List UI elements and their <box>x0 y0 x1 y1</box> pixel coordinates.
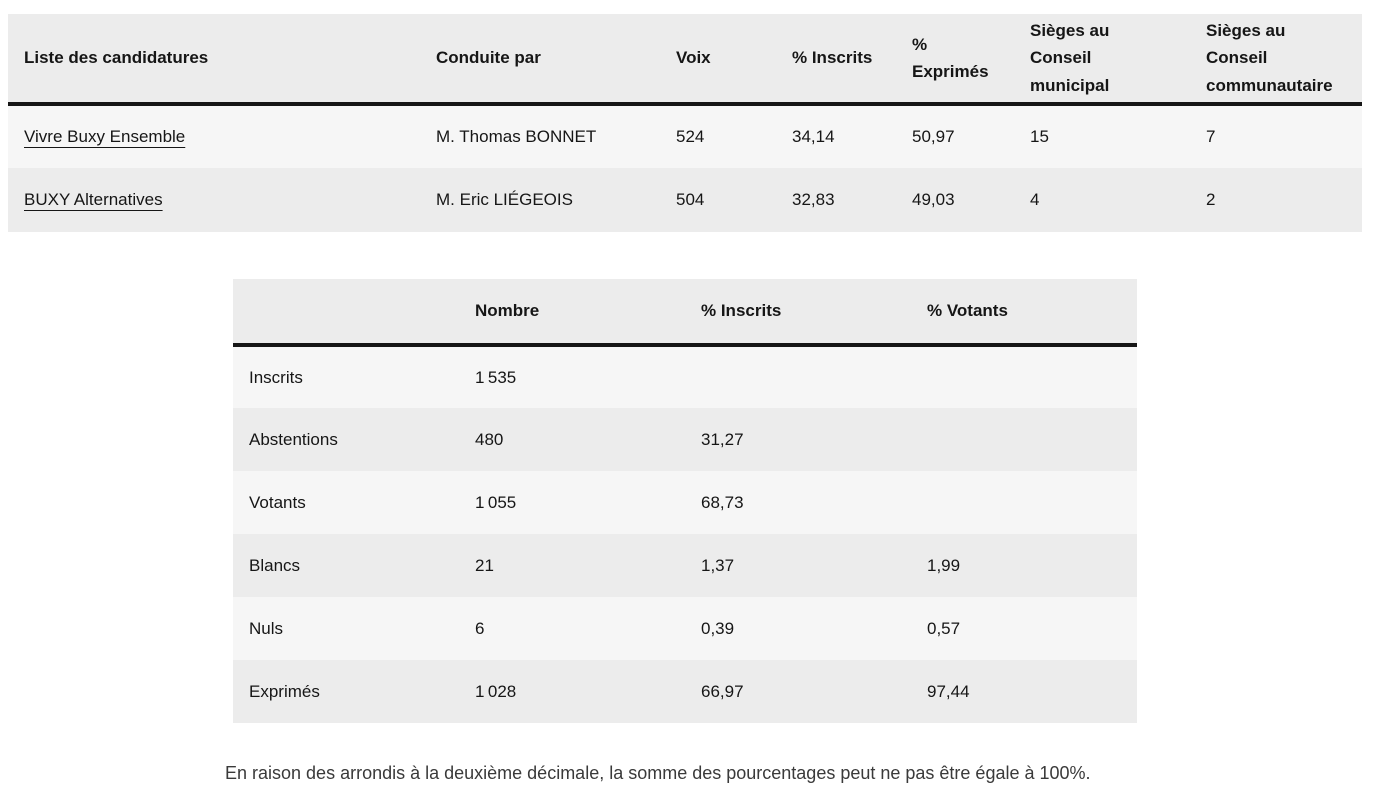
cell-label: Exprimés <box>249 681 320 701</box>
cell-nombre: 1 055 <box>475 492 517 512</box>
cell-label: Abstentions <box>249 429 338 449</box>
column-header-empty <box>233 279 459 347</box>
cell-pct-inscrits: 31,27 <box>701 429 744 449</box>
column-header-conduite-par: Conduite par <box>420 14 660 106</box>
cell-sieges-municipal: 4 <box>1030 190 1040 209</box>
participation-row: Abstentions 480 31,27 <box>233 408 1137 471</box>
cell-nombre: 21 <box>475 555 494 575</box>
column-header-nombre: Nombre <box>459 279 685 347</box>
participation-table: Nombre % Inscrits % Votants Inscrits 1 5… <box>233 279 1137 723</box>
column-header-liste: Liste des candidatures <box>8 14 420 106</box>
cell-nombre: 480 <box>475 429 504 449</box>
column-header-sieges-communautaire: Sièges au Conseil communautaire <box>1190 14 1362 106</box>
cell-liste: BUXY Alternatives <box>8 168 420 232</box>
cell-pct-votants <box>911 408 1137 471</box>
cell-pct-inscrits: 68,73 <box>701 492 744 512</box>
cell-pct-votants <box>911 471 1137 534</box>
candidate-list-link[interactable]: Vivre Buxy Ensemble <box>24 127 186 146</box>
cell-pct-exprimes: 49,03 <box>912 190 955 209</box>
cell-liste: Vivre Buxy Ensemble <box>8 104 420 168</box>
column-header-sieges-municipal: Sièges au Conseil municipal <box>1014 14 1190 106</box>
cell-voix: 504 <box>676 190 705 209</box>
cell-nombre: 1 028 <box>475 681 517 701</box>
cell-pct-inscrits <box>685 345 911 408</box>
cell-nombre: 1 535 <box>475 367 517 387</box>
cell-label: Votants <box>249 492 306 512</box>
cell-label: Inscrits <box>249 367 303 387</box>
cell-pct-inscrits: 0,39 <box>701 618 735 638</box>
candidate-list-link[interactable]: BUXY Alternatives <box>24 190 163 209</box>
participation-row: Exprimés 1 028 66,97 97,44 <box>233 660 1137 723</box>
participation-row: Votants 1 055 68,73 <box>233 471 1137 534</box>
cell-sieges-communautaire: 2 <box>1206 190 1216 209</box>
results-row: BUXY Alternatives M. Eric LIÉGEOIS 504 3… <box>8 168 1362 232</box>
column-header-voix: Voix <box>660 14 776 106</box>
participation-header-row: Nombre % Inscrits % Votants <box>233 279 1137 347</box>
cell-sieges-communautaire: 7 <box>1206 127 1216 146</box>
cell-pct-inscrits: 1,37 <box>701 555 735 575</box>
cell-sieges-municipal: 15 <box>1030 127 1049 146</box>
cell-nombre: 6 <box>475 618 485 638</box>
results-header-row: Liste des candidatures Conduite par Voix… <box>8 14 1362 106</box>
rounding-footnote: En raison des arrondis à la deuxième déc… <box>225 763 1091 783</box>
column-header-pct-inscrits: % Inscrits <box>776 14 896 106</box>
cell-pct-votants: 1,99 <box>927 555 961 575</box>
cell-pct-inscrits: 34,14 <box>792 127 835 146</box>
column-header-pct-exprimes: % Exprimés <box>896 14 1014 106</box>
cell-conduite-par: M. Eric LIÉGEOIS <box>436 190 573 209</box>
cell-conduite-par: M. Thomas BONNET <box>436 127 597 146</box>
participation-row: Nuls 6 0,39 0,57 <box>233 597 1137 660</box>
cell-pct-inscrits: 32,83 <box>792 190 835 209</box>
results-row: Vivre Buxy Ensemble M. Thomas BONNET 524… <box>8 104 1362 168</box>
cell-pct-inscrits: 66,97 <box>701 681 744 701</box>
cell-pct-votants: 97,44 <box>927 681 970 701</box>
column-header-pct-inscrits: % Inscrits <box>685 279 911 347</box>
candidates-results-table: Liste des candidatures Conduite par Voix… <box>8 14 1362 232</box>
cell-pct-votants <box>911 345 1137 408</box>
participation-row: Inscrits 1 535 <box>233 345 1137 408</box>
cell-label: Blancs <box>249 555 301 575</box>
cell-label: Nuls <box>249 618 284 638</box>
cell-voix: 524 <box>676 127 705 146</box>
participation-row: Blancs 21 1,37 1,99 <box>233 534 1137 597</box>
cell-pct-votants: 0,57 <box>927 618 961 638</box>
cell-pct-exprimes: 50,97 <box>912 127 955 146</box>
column-header-pct-votants: % Votants <box>911 279 1137 347</box>
